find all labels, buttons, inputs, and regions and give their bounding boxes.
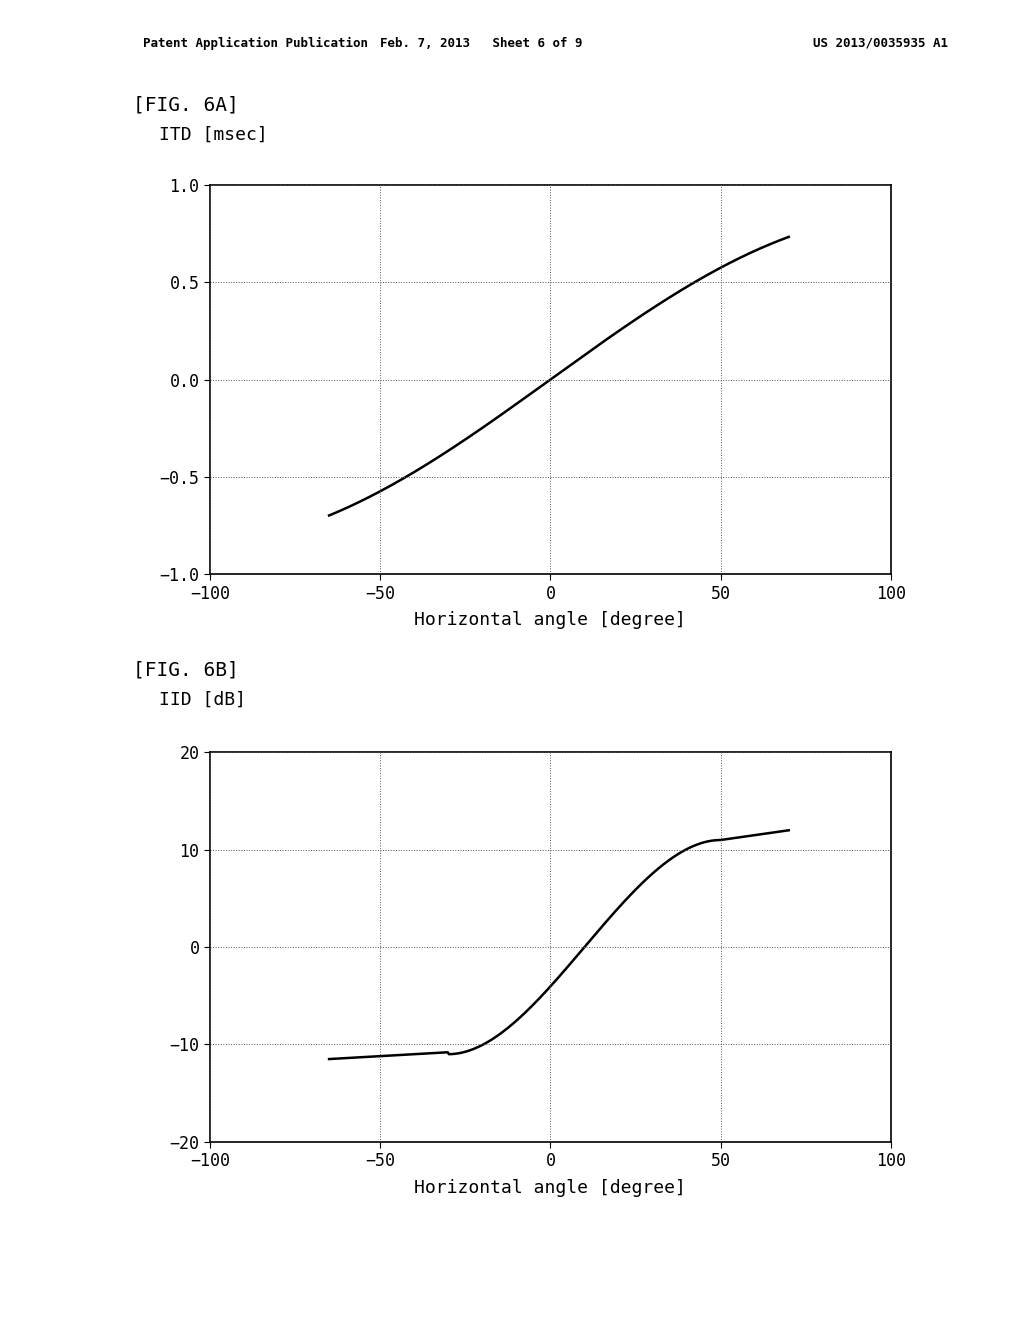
X-axis label: Horizontal angle [degree]: Horizontal angle [degree] xyxy=(415,1179,686,1196)
Text: ITD [msec]: ITD [msec] xyxy=(159,125,267,144)
Text: Feb. 7, 2013   Sheet 6 of 9: Feb. 7, 2013 Sheet 6 of 9 xyxy=(380,37,583,50)
Text: Patent Application Publication: Patent Application Publication xyxy=(143,37,369,50)
X-axis label: Horizontal angle [degree]: Horizontal angle [degree] xyxy=(415,611,686,628)
Text: US 2013/0035935 A1: US 2013/0035935 A1 xyxy=(813,37,948,50)
Text: IID [dB]: IID [dB] xyxy=(159,690,246,709)
Text: [FIG. 6B]: [FIG. 6B] xyxy=(133,660,239,678)
Text: [FIG. 6A]: [FIG. 6A] xyxy=(133,95,239,114)
